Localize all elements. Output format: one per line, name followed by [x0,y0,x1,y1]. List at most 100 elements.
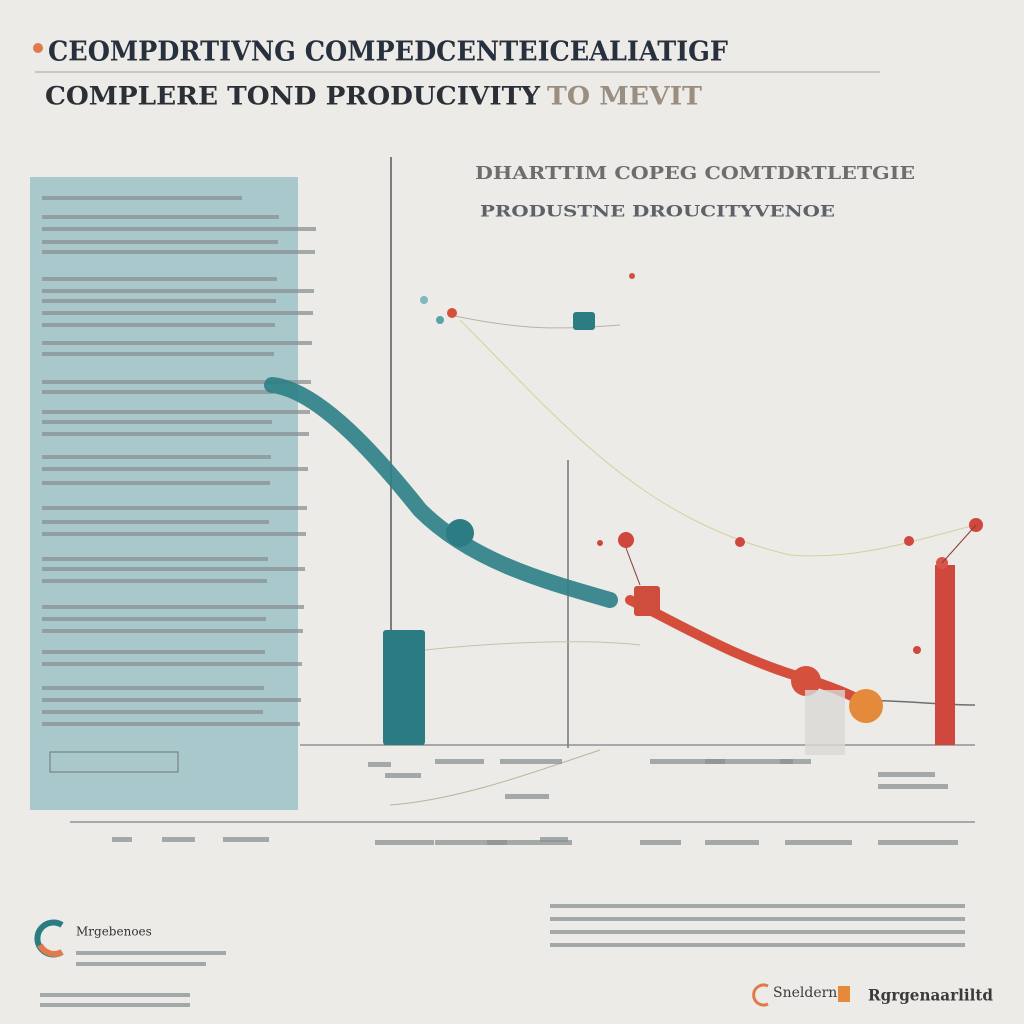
text-line [640,840,681,845]
text-line [42,196,242,200]
text-line [42,215,279,219]
subtitle: COMPLERE TOND PRODUCIVITY [45,82,541,111]
text-line [435,840,507,845]
connector [449,314,621,329]
title: CEOMPDRTIVNG COMPEDCENTEICEALIATIGF [48,37,728,68]
footer-mark [838,986,850,1002]
stem [625,547,641,586]
text-line [42,520,269,524]
side-panel [30,177,298,810]
text-line [76,962,206,966]
dot [597,540,603,546]
text-line [162,837,195,842]
bar [935,565,955,745]
text-line [650,759,725,764]
chart-title: DHARTTIM COPEG COMTDRTLETGIE [475,163,915,184]
text-line [40,1003,190,1007]
text-line [42,455,271,459]
text-line [42,277,277,281]
trend-red [625,595,865,705]
text-line [42,506,307,510]
footer-left: Snelderng [773,985,846,1001]
dot [420,296,428,304]
text-line [435,759,484,764]
stem [941,524,977,564]
subtitle-tail: TO MEVIT [547,82,702,111]
footer-logo [752,983,769,1007]
connector [389,749,601,806]
text-line [42,380,311,384]
text-line [42,710,263,714]
marker [849,689,883,723]
text-line [487,840,572,845]
dot [618,532,634,548]
text-line [42,432,309,436]
dot [735,537,745,547]
text-line [550,904,965,908]
marker [573,312,595,330]
text-line [785,840,852,845]
text-line [42,650,265,654]
text-line [42,467,308,471]
text-line [42,250,315,254]
bar [383,630,425,745]
text-line [500,759,562,764]
connector [424,641,641,651]
text-line [368,762,391,767]
text-line [76,951,226,955]
panel-text [42,196,316,726]
shadow [805,690,845,755]
text-line [505,794,549,799]
text-line [42,557,268,561]
text-line [42,410,310,414]
text-line [42,605,304,609]
logo [37,943,64,957]
text-line [42,240,278,244]
text-line [42,662,302,666]
text-line [42,227,316,231]
text-line [42,323,275,327]
text-line [42,390,273,394]
dot [904,536,914,546]
text-line [112,837,132,842]
text-line [42,686,264,690]
text-line [375,840,434,845]
text-line [42,629,303,633]
text-line [42,698,301,702]
footer-right: Rgrgenaarliltd [868,986,993,1005]
text-line [42,420,272,424]
text-line [550,930,965,934]
dot [629,273,635,279]
text-line [780,759,811,764]
text-line [42,299,276,303]
text-line [705,840,759,845]
text-line [540,837,568,842]
marker [634,586,660,616]
text-line [705,759,793,764]
text-line [42,532,306,536]
chart-subtitle: PRODUSTNE DROUCITYVENOE [480,202,835,221]
paragraph [40,904,965,1007]
text-line [550,943,965,947]
text-line [40,993,190,997]
text-line [42,311,313,315]
panel-box [49,751,179,773]
dot [436,316,444,324]
text-line [550,917,965,921]
text-line [42,567,305,571]
marker [446,519,474,547]
text-line [878,772,935,777]
text-line [42,579,267,583]
text-line [42,352,274,356]
legend-label: Mrgebenoes [76,925,152,939]
text-line [878,840,958,845]
trend-teal [264,377,618,608]
dot [447,308,457,318]
text-line [42,617,266,621]
text-line [878,784,948,789]
text-line [42,341,312,345]
title-dot [33,43,43,53]
dot [913,646,921,654]
text-line [42,289,314,293]
